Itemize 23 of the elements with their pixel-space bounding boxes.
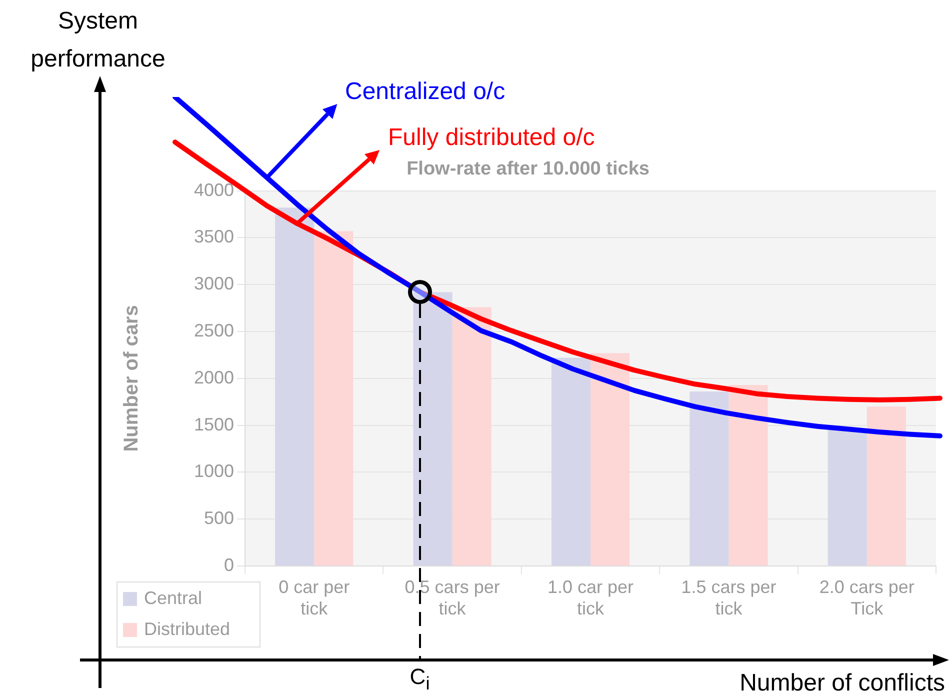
text: C$_{i}$ <box>410 664 430 696</box>
x-tick-label: 0 car per tick <box>278 576 350 618</box>
x-tick-label: 2.0 cars per Tick <box>819 576 914 618</box>
y-tick-label: 2000 <box>194 367 234 388</box>
y-axis-title: System performance <box>30 8 166 73</box>
y-tick-label: 2500 <box>194 320 234 340</box>
y-tick-label: 0 <box>224 554 234 575</box>
x-axis-title: Number of conflicts <box>740 670 945 697</box>
legend-label: Central <box>144 588 202 608</box>
y-tick-label: 500 <box>204 508 234 528</box>
legend-label: Distributed <box>144 618 230 639</box>
y-axis-title: Number of cars <box>120 305 143 452</box>
chart-title: Flow-rate after 10.000 ticks <box>406 158 650 180</box>
x-tick-label: 0.5 cars per tick <box>404 576 500 618</box>
text: Centralized o/c <box>345 78 506 105</box>
text: Fully distributed o/c <box>388 124 595 151</box>
y-tick-label: 4000 <box>194 180 234 200</box>
y-tick-label: 1000 <box>194 461 234 482</box>
y-tick-label: 3500 <box>194 226 234 247</box>
y-tick-label: 1500 <box>194 414 234 434</box>
y-tick-label: 3000 <box>194 274 234 294</box>
x-tick-label: 1.5 cars per tick <box>681 576 776 618</box>
x-tick-label: 1.0 car per tick <box>547 576 634 618</box>
